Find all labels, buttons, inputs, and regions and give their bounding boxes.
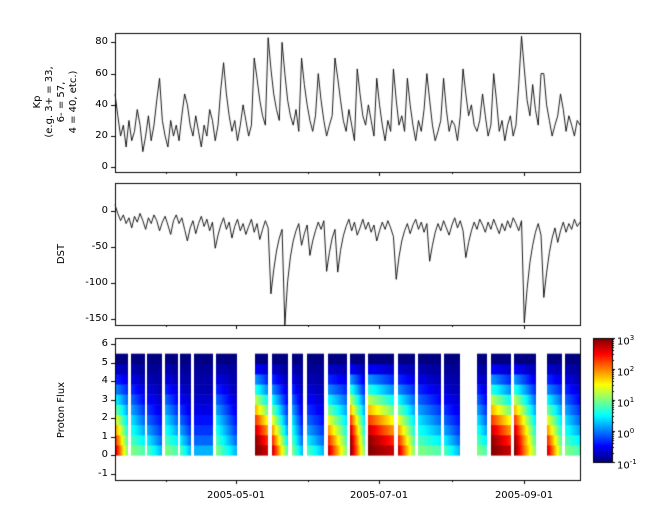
- colorbar-tick-label: 100: [617, 426, 635, 440]
- kp-axis-label-line1: Kp: [32, 95, 43, 109]
- x-tick-label: 2005-09-01: [494, 490, 554, 501]
- dst-y-tick-label: 0: [101, 205, 108, 216]
- kp-axis-label-line2: (e.g. 3+ = 33,: [44, 66, 55, 138]
- proton-y-tick-label: 3: [101, 394, 108, 405]
- kp-y-tick-label: 20: [95, 130, 108, 141]
- colorbar-tick-label: 10-1: [617, 457, 637, 471]
- dst-axis-label: DST: [56, 243, 67, 265]
- proton-y-tick-label: 1: [101, 431, 108, 442]
- proton-flux-axis-label: Proton Flux: [56, 381, 67, 439]
- colorbar-tick-label: 101: [617, 395, 635, 409]
- kp-y-tick-label: 0: [101, 161, 108, 172]
- kp-y-tick-label: 60: [95, 68, 108, 79]
- kp-y-tick-label: 40: [95, 99, 108, 110]
- proton-y-tick-label: 0: [101, 449, 108, 460]
- colorbar-tick-label: 103: [617, 333, 635, 347]
- kp-y-tick-label: 80: [95, 36, 108, 47]
- proton-y-tick-label: -1: [98, 468, 108, 479]
- x-tick-label: 2005-07-01: [349, 490, 409, 501]
- proton-y-tick-label: 2: [101, 412, 108, 423]
- x-tick-label: 2005-05-01: [206, 490, 266, 501]
- dst-y-tick-label: -150: [85, 313, 108, 324]
- proton-y-tick-label: 5: [101, 357, 108, 368]
- dst-y-tick-label: -50: [91, 241, 108, 252]
- proton-y-tick-label: 4: [101, 375, 108, 386]
- dst-y-tick-label: -100: [85, 277, 108, 288]
- proton-y-tick-label: 6: [101, 338, 108, 349]
- colorbar-tick-label: 102: [617, 364, 635, 378]
- kp-axis-label-line3: 6- = 57,: [56, 81, 67, 123]
